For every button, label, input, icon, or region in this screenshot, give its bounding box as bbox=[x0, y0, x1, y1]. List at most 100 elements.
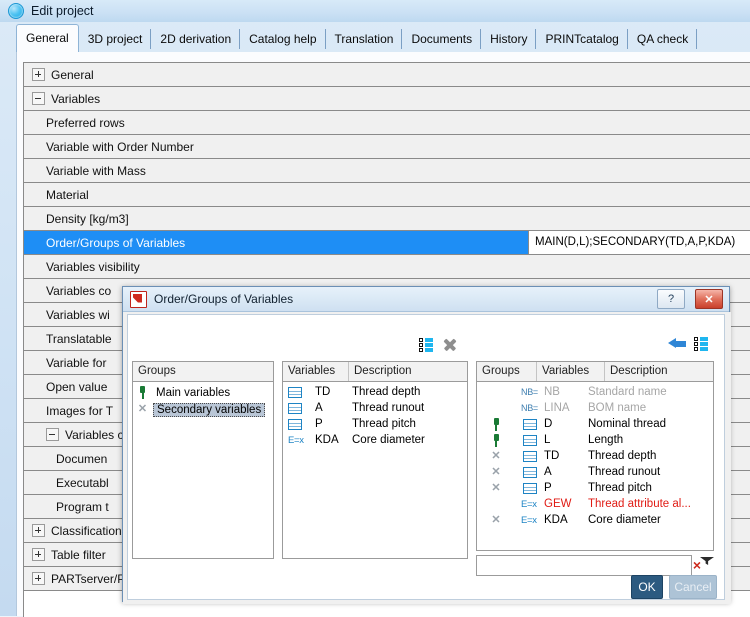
expand-icon[interactable] bbox=[32, 68, 45, 81]
dialog-toolbar-right bbox=[668, 336, 708, 351]
expand-icon[interactable] bbox=[32, 572, 45, 585]
property-label: Program t bbox=[56, 499, 109, 514]
property-row-content: Order/Groups of Variables bbox=[24, 236, 185, 250]
delete-x-icon[interactable] bbox=[442, 337, 457, 352]
variable-list-item[interactable]: P Thread pitch bbox=[283, 416, 467, 432]
assigned-variables-panel[interactable]: Groups Variables Description NB= NB Standa… bbox=[476, 361, 714, 551]
assigned-group-cell: ✕ bbox=[477, 466, 515, 479]
property-label: Variables co bbox=[46, 283, 112, 298]
assigned-list-item[interactable]: L Length bbox=[477, 432, 713, 448]
tab-separator bbox=[626, 29, 628, 49]
tab-separator bbox=[480, 29, 482, 49]
property-row[interactable]: Variables bbox=[24, 87, 750, 111]
variable-name: KDA bbox=[315, 434, 339, 446]
assigned-list-item[interactable]: D Nominal thread bbox=[477, 416, 713, 432]
property-row[interactable]: Variable with Mass bbox=[24, 159, 750, 183]
property-row-content: Material bbox=[24, 188, 89, 202]
cancel-button[interactable]: Cancel bbox=[669, 575, 717, 599]
assigned-list-item[interactable]: ✕ P Thread pitch bbox=[477, 480, 713, 496]
pin-green-icon bbox=[491, 433, 502, 447]
group-list-item[interactable]: Main variables bbox=[133, 384, 273, 401]
assigned-variable-name: NB bbox=[544, 386, 560, 398]
arrow-left-icon[interactable] bbox=[668, 336, 687, 351]
variables-panel[interactable]: Variables Description TD Thread depth A Thr… bbox=[282, 361, 468, 559]
tab-history[interactable]: History bbox=[481, 26, 537, 52]
groups-panel-header: Groups bbox=[133, 362, 273, 382]
tab-general[interactable]: General bbox=[16, 24, 79, 53]
tab-label: Catalog help bbox=[249, 32, 317, 46]
assigned-list-item[interactable]: ✕ E=x KDA Core diameter bbox=[477, 512, 713, 528]
dialog-footer: OK Cancel bbox=[123, 574, 731, 600]
list-blue-icon[interactable] bbox=[419, 337, 433, 352]
property-row[interactable]: Variables visibility bbox=[24, 255, 750, 279]
assigned-variable-description: Standard name bbox=[588, 386, 667, 398]
property-row-content: Preferred rows bbox=[24, 116, 125, 130]
property-row-content: Classification bbox=[24, 524, 122, 538]
assigned-icon-cell: E=x bbox=[515, 515, 540, 526]
variable-list-item[interactable]: E=x KDA Core diameter bbox=[283, 432, 467, 448]
tab-catalog-help[interactable]: Catalog help bbox=[240, 26, 326, 52]
assigned-description-col-header: Description bbox=[610, 365, 668, 377]
property-row[interactable]: Order/Groups of Variables MAIN(D,L);SECON… bbox=[24, 231, 750, 255]
tab-2d-derivation[interactable]: 2D derivation bbox=[151, 26, 241, 52]
assigned-group-cell: ✕ bbox=[477, 482, 515, 495]
group-item-label: Secondary variables bbox=[153, 402, 266, 417]
assigned-variable-description: Thread runout bbox=[588, 466, 661, 478]
property-row[interactable]: Density [kg/m3] bbox=[24, 207, 750, 231]
assigned-list-item[interactable]: ✕ A Thread runout bbox=[477, 464, 713, 480]
property-label: Table filter bbox=[51, 547, 106, 562]
expand-icon[interactable] bbox=[32, 548, 45, 561]
group-item-label: Main variables bbox=[156, 386, 231, 399]
assigned-list-item[interactable]: NB= NB Standard name bbox=[477, 384, 713, 400]
assigned-icon-cell bbox=[515, 434, 540, 446]
assigned-list-item[interactable]: E=x GEW Thread attribute al... bbox=[477, 496, 713, 512]
assigned-list-item[interactable]: NB= LINA BOM name bbox=[477, 400, 713, 416]
assigned-list-item[interactable]: ✕ TD Thread depth bbox=[477, 448, 713, 464]
tab-translation[interactable]: Translation bbox=[326, 26, 403, 52]
property-row[interactable]: Material bbox=[24, 183, 750, 207]
tab-printcatalog[interactable]: PRINTcatalog bbox=[536, 26, 628, 52]
group-list-item[interactable]: ✕ Secondary variables bbox=[133, 401, 273, 418]
collapse-icon[interactable] bbox=[46, 428, 59, 441]
property-row[interactable]: Preferred rows bbox=[24, 111, 750, 135]
property-row-content: Variables co bbox=[24, 428, 130, 442]
property-row[interactable]: Variable with Order Number bbox=[24, 135, 750, 159]
property-label: Variables visibility bbox=[46, 259, 140, 274]
property-label: Density [kg/m3] bbox=[46, 211, 129, 226]
filter-input[interactable] bbox=[476, 555, 692, 576]
collapse-icon[interactable] bbox=[32, 92, 45, 105]
variable-list-item[interactable]: A Thread runout bbox=[283, 400, 467, 416]
property-row[interactable]: General bbox=[24, 63, 750, 87]
tab-3d-project[interactable]: 3D project bbox=[79, 26, 152, 52]
dialog-titlebar: Order/Groups of Variables ? ✕ bbox=[123, 287, 729, 312]
expand-icon[interactable] bbox=[32, 524, 45, 537]
assigned-variable-description: Nominal thread bbox=[588, 418, 666, 430]
ok-button[interactable]: OK bbox=[631, 575, 663, 599]
tab-separator bbox=[150, 29, 152, 49]
list-blue-right-icon[interactable] bbox=[694, 336, 708, 351]
filter-remove-icon[interactable] bbox=[700, 556, 718, 574]
help-button[interactable]: ? bbox=[657, 289, 685, 309]
assigned-variable-description: Length bbox=[588, 434, 624, 446]
property-label: Translatable bbox=[46, 331, 112, 346]
table-variable-icon bbox=[288, 386, 302, 398]
property-label: Order/Groups of Variables bbox=[46, 235, 186, 250]
variable-icon-cell: E=x bbox=[283, 435, 310, 446]
tab-qa-check[interactable]: QA check bbox=[628, 26, 698, 52]
assigned-icon-cell bbox=[515, 418, 540, 430]
red-export-icon bbox=[130, 290, 147, 308]
close-icon[interactable]: ✕ bbox=[695, 289, 723, 309]
dialog-body: Groups Main variables ✕ Secondary variable… bbox=[123, 312, 731, 604]
tab-documents[interactable]: Documents bbox=[402, 26, 482, 52]
variables-col-header: Variables bbox=[283, 362, 349, 381]
variable-list-item[interactable]: TD Thread depth bbox=[283, 384, 467, 400]
x-grey-icon: ✕ bbox=[491, 449, 501, 462]
table-variable-icon bbox=[523, 466, 537, 478]
property-value[interactable]: MAIN(D,L);SECONDARY(TD,A,P,KDA) bbox=[528, 231, 750, 254]
assigned-group-cell bbox=[477, 417, 515, 431]
expression-variable-icon: E=x bbox=[521, 498, 537, 510]
pin-green-icon bbox=[491, 417, 502, 431]
groups-panel[interactable]: Groups Main variables ✕ Secondary variable… bbox=[132, 361, 274, 559]
property-row-content: Variables wi bbox=[24, 308, 110, 322]
